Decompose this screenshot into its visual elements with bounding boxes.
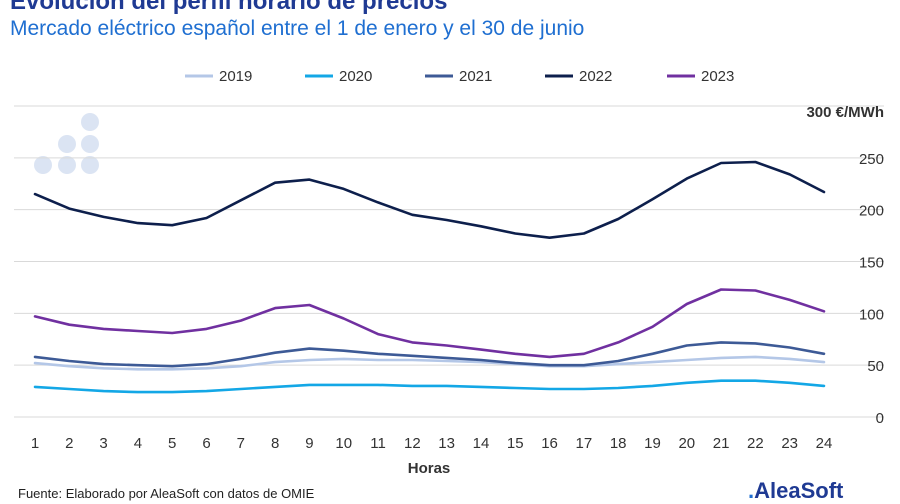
- y-unit-label: 300 €/MWh: [806, 104, 884, 121]
- legend-label-2019: 2019: [219, 68, 252, 85]
- x-tick-label: 1: [31, 435, 39, 452]
- decor-dot: [58, 135, 76, 153]
- decor-dot: [81, 135, 99, 153]
- x-tick-label: 8: [271, 435, 279, 452]
- legend-label-2020: 2020: [339, 68, 372, 85]
- x-axis-title: Horas: [408, 460, 451, 477]
- x-tick-label: 16: [541, 435, 558, 452]
- x-tick-label: 10: [335, 435, 352, 452]
- y-tick-label: 100: [859, 306, 884, 323]
- legend-label-2022: 2022: [579, 68, 612, 85]
- x-tick-label: 5: [168, 435, 176, 452]
- series-line-2021: [33, 341, 826, 368]
- x-tick-label: 2: [65, 435, 73, 452]
- source-note: Fuente: Elaborado por AleaSoft con datos…: [18, 486, 315, 501]
- x-tick-label: 12: [404, 435, 421, 452]
- x-tick-label: 20: [678, 435, 695, 452]
- x-tick-label: 21: [713, 435, 730, 452]
- x-tick-label: 22: [747, 435, 764, 452]
- x-tick-label: 18: [610, 435, 627, 452]
- series-line-2022: [33, 160, 826, 239]
- chart-subtitle: Mercado eléctrico español entre el 1 de …: [10, 17, 585, 40]
- x-tick-label: 11: [370, 435, 386, 452]
- series-line-2019: [33, 355, 826, 371]
- x-tick-label: 14: [473, 435, 490, 452]
- x-tick-label: 3: [99, 435, 107, 452]
- y-tick-label: 200: [859, 203, 884, 220]
- logo-mark: .: [748, 478, 755, 503]
- chart-title: Evolución del perfil horario de precios: [10, 0, 448, 15]
- y-tick-label: 50: [867, 358, 884, 375]
- x-tick-label: 6: [202, 435, 210, 452]
- y-tick-label: 150: [859, 255, 884, 272]
- legend-label-2023: 2023: [701, 68, 734, 85]
- x-tick-label: 19: [644, 435, 661, 452]
- legend-label-2021: 2021: [459, 68, 492, 85]
- series-line-2020: [33, 379, 826, 394]
- aleasoft-logo: .AleaSoft: [748, 478, 843, 504]
- x-tick-label: 15: [507, 435, 524, 452]
- logo-text: AleaSoft: [754, 478, 844, 503]
- x-tick-label: 4: [134, 435, 142, 452]
- x-tick-label: 9: [305, 435, 313, 452]
- x-tick-label: 13: [438, 435, 455, 452]
- decor-dot: [81, 156, 99, 174]
- y-tick-label: 250: [859, 151, 884, 168]
- chart-legend: 2019 2020 2021 2022 2023: [185, 68, 734, 85]
- y-tick-label: 0: [876, 410, 884, 427]
- x-tick-label: 24: [816, 435, 833, 452]
- decor-dot: [58, 156, 76, 174]
- x-tick-label: 7: [237, 435, 245, 452]
- x-axis-ticks: 1 2 3 4 5 6 7 8 9 10 11 12 13 14 15 16 17 18 19 20 21 22 23 24: [31, 435, 833, 452]
- decor-dot: [81, 113, 99, 131]
- decorative-dots-icon: [34, 113, 99, 174]
- x-tick-label: 23: [781, 435, 798, 452]
- chart-series: [33, 160, 826, 394]
- series-line-2023: [33, 288, 826, 359]
- x-tick-label: 17: [576, 435, 593, 452]
- y-axis-ticks: 0 50 100 150 200 250: [859, 151, 884, 427]
- decor-dot: [34, 156, 52, 174]
